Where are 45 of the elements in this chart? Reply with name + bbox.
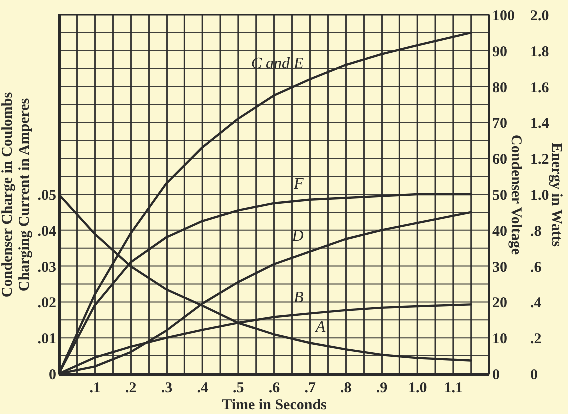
y3-tick-label: 2.0 xyxy=(530,8,550,24)
x-tick-label: .2 xyxy=(126,380,137,396)
y-axis-title: Condenser Charge in Coulombs Charging Current in Amperes xyxy=(0,92,33,298)
y3-axis-title: Energy in Watts xyxy=(548,143,564,248)
y3-tick-label: .6 xyxy=(530,260,542,276)
y2-tick-label: 70 xyxy=(492,116,508,132)
y3-tick-label: 1.8 xyxy=(530,44,550,60)
y2-tick-label: 90 xyxy=(492,44,508,60)
x-axis-title: Time in Seconds xyxy=(222,398,328,414)
y3-tick-label: 1.6 xyxy=(530,80,550,96)
x-tick-label: .1 xyxy=(90,380,101,396)
y2-tick-label: 20 xyxy=(492,296,508,312)
y2-tick-label: 80 xyxy=(492,80,508,96)
y3-tick-label: 1.4 xyxy=(530,116,550,132)
y3-tick-label: 0 xyxy=(530,368,538,384)
y-tick-label: .05 xyxy=(38,188,56,204)
x-tick-label: .3 xyxy=(161,380,173,396)
y2-tick-label: 50 xyxy=(492,188,508,204)
y2-tick-label: 0 xyxy=(492,368,500,384)
series-label: F xyxy=(293,176,304,193)
y-tick-label: .01 xyxy=(38,332,56,348)
x-tick-label: .6 xyxy=(268,380,281,396)
x-tick-label: .7 xyxy=(304,380,316,396)
y3-tick-label: 1.0 xyxy=(530,188,550,204)
x-tick-label: 1.1 xyxy=(444,380,464,396)
y-tick-label: .03 xyxy=(38,260,56,276)
y-tick-label: .02 xyxy=(38,296,56,312)
y2-tick-label: 10 xyxy=(492,332,508,348)
y2-tick-label: 40 xyxy=(492,224,508,240)
y2-tick-label: 30 xyxy=(492,260,508,276)
y-tick-label: 0 xyxy=(49,368,56,384)
x-tick-label: .5 xyxy=(233,380,244,396)
y-tick-label: .04 xyxy=(38,224,57,240)
y3-tick-label: .4 xyxy=(530,296,542,312)
x-tick-label: .9 xyxy=(376,380,388,396)
y3-tick-label: 1.2 xyxy=(530,152,550,168)
y3-tick-label: .2 xyxy=(530,332,542,348)
y2-axis-title: Condenser Voltage xyxy=(508,134,524,256)
series-label: A xyxy=(314,319,326,336)
x-tick-label: 1.0 xyxy=(408,380,428,396)
x-tick-label: .8 xyxy=(340,380,352,396)
y3-tick-label: .8 xyxy=(530,224,542,240)
y2-tick-label: 100 xyxy=(492,8,515,24)
y2-tick-label: 60 xyxy=(492,152,508,168)
x-tick-label: .4 xyxy=(197,380,209,396)
